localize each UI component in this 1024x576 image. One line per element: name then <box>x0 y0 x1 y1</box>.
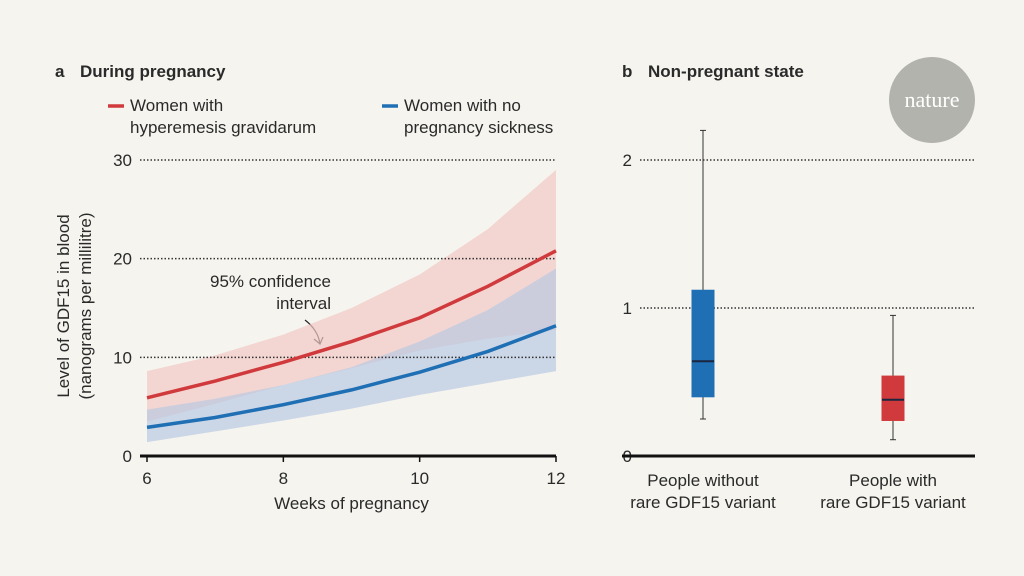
x-axis-label: Weeks of pregnancy <box>274 494 429 513</box>
x-tick-label: 10 <box>410 469 429 488</box>
panel-label: a <box>55 62 65 81</box>
logo: nature <box>905 87 960 112</box>
x-tick-label: People without rare GDF15 variant <box>630 471 776 512</box>
annotation: 95% confidence interval <box>210 272 331 313</box>
y-axis-label: Level of GDF15 in blood (nanograms per m… <box>54 212 95 400</box>
series-line <box>146 249 557 400</box>
y-tick-label: 0 <box>123 447 132 466</box>
y-tick-label: 2 <box>623 151 632 170</box>
panel-title: During pregnancy <box>80 62 226 81</box>
x-tick-label: 12 <box>547 469 566 488</box>
box <box>881 375 905 421</box>
x-tick-label: 8 <box>279 469 288 488</box>
box <box>691 289 715 398</box>
series-line <box>146 324 557 430</box>
y-tick-label: 30 <box>113 151 132 170</box>
panel-title: Non-pregnant state <box>648 62 804 81</box>
logo-circle <box>889 57 975 143</box>
y-tick-label: 20 <box>113 250 132 269</box>
confidence-band <box>147 169 556 422</box>
x-tick-label: 6 <box>142 469 151 488</box>
legend-label: Women with no pregnancy sickness <box>404 96 554 137</box>
x-tick-label: People with rare GDF15 variant <box>820 471 966 512</box>
y-tick-label: 10 <box>113 348 132 367</box>
confidence-band <box>147 268 556 443</box>
panel-label: b <box>622 62 633 81</box>
y-tick-label: 1 <box>623 299 632 318</box>
legend-label: Women with hyperemesis gravidarum <box>130 96 317 137</box>
